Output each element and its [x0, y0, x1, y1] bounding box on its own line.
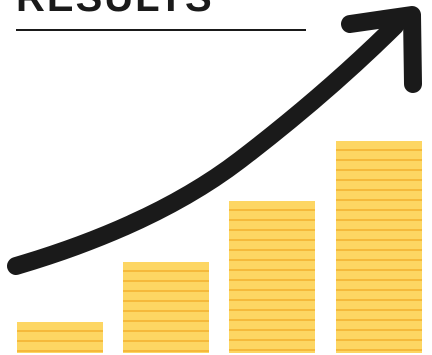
coin-stack-4: [336, 141, 422, 353]
coin-edge-stripe: [123, 310, 209, 312]
coin-edge-stripe: [336, 199, 422, 201]
coin-edge-stripe: [336, 299, 422, 301]
coin-edge-stripe: [336, 289, 422, 291]
coin-edge-stripe: [229, 279, 315, 281]
coin-edge-stripe: [123, 320, 209, 322]
coin-edge-stripe: [336, 239, 422, 241]
coin-edge-stripe: [336, 319, 422, 321]
coin-edge-stripe: [123, 350, 209, 352]
coin-edge-stripe: [123, 270, 209, 272]
coin-edge-stripe: [336, 229, 422, 231]
heading: RESULTS: [16, 0, 214, 18]
coin-edge-stripe: [229, 319, 315, 321]
coin-edge-stripe: [336, 209, 422, 211]
coin-edge-stripe: [17, 330, 103, 332]
coin-edge-stripe: [123, 330, 209, 332]
heading-underline: [16, 29, 306, 31]
coin-stack-3: [229, 201, 315, 353]
coin-edge-stripe: [229, 269, 315, 271]
coin-edge-stripe: [229, 329, 315, 331]
coin-edge-stripe: [229, 229, 315, 231]
coin-edge-stripe: [336, 349, 422, 351]
coin-edge-stripe: [336, 339, 422, 341]
coin-edge-stripe: [123, 290, 209, 292]
coin-edge-stripe: [336, 249, 422, 251]
coin-edge-stripe: [123, 340, 209, 342]
coin-edge-stripe: [336, 269, 422, 271]
coin-edge-stripe: [336, 159, 422, 161]
coin-edge-stripe: [229, 299, 315, 301]
coin-edge-stripe: [123, 280, 209, 282]
coin-edge-stripe: [336, 329, 422, 331]
coin-edge-stripe: [336, 179, 422, 181]
coin-edge-stripe: [229, 309, 315, 311]
growth-arrow-shaft: [7, 17, 404, 275]
coin-edge-stripe: [229, 259, 315, 261]
coin-stack-body: [17, 322, 103, 353]
coin-edge-stripe: [336, 259, 422, 261]
coin-stack-body: [336, 141, 422, 353]
coin-edge-stripe: [17, 340, 103, 342]
coin-stack-body: [123, 262, 209, 353]
coin-edge-stripe: [336, 189, 422, 191]
growth-arrow-head: [341, 6, 422, 93]
coin-edge-stripe: [229, 219, 315, 221]
coin-stacks: [17, 141, 422, 353]
coin-stack-1: [17, 322, 103, 353]
coin-edge-stripe: [123, 300, 209, 302]
coin-edge-stripe: [229, 249, 315, 251]
coin-stack-body: [229, 201, 315, 353]
coin-edge-stripe: [229, 289, 315, 291]
coin-stack-2: [123, 262, 209, 353]
coin-edge-stripe: [229, 349, 315, 351]
coin-edge-stripe: [336, 169, 422, 171]
coin-edge-stripe: [229, 239, 315, 241]
coin-edge-stripe: [336, 149, 422, 151]
coin-edge-stripe: [336, 219, 422, 221]
coin-edge-stripe: [229, 339, 315, 341]
coin-edge-stripe: [17, 350, 103, 352]
coin-edge-stripe: [336, 309, 422, 311]
coin-edge-stripe: [229, 209, 315, 211]
coin-edge-stripe: [336, 279, 422, 281]
